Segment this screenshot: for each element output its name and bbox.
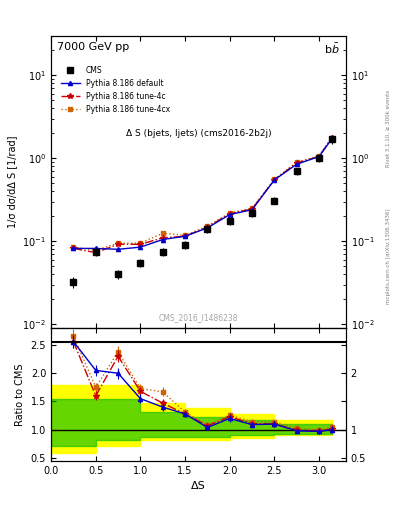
Legend: CMS, Pythia 8.186 default, Pythia 8.186 tune-4c, Pythia 8.186 tune-4cx: CMS, Pythia 8.186 default, Pythia 8.186 … xyxy=(58,63,173,117)
X-axis label: ΔS: ΔS xyxy=(191,481,206,491)
Text: b$\bar{b}$: b$\bar{b}$ xyxy=(324,41,340,56)
Y-axis label: 1/σ dσ/dΔ S [1/rad]: 1/σ dσ/dΔ S [1/rad] xyxy=(7,136,17,228)
Text: 7000 GeV pp: 7000 GeV pp xyxy=(57,41,129,52)
Y-axis label: Ratio to CMS: Ratio to CMS xyxy=(15,363,25,425)
Text: Δ S (bjets, ljets) (cms2016-2b2j): Δ S (bjets, ljets) (cms2016-2b2j) xyxy=(126,130,271,138)
Text: mcplots.cern.ch [arXiv:1306.3436]: mcplots.cern.ch [arXiv:1306.3436] xyxy=(386,208,391,304)
Text: CMS_2016_I1486238: CMS_2016_I1486238 xyxy=(159,313,238,322)
Text: Rivet 3.1.10, ≥ 300k events: Rivet 3.1.10, ≥ 300k events xyxy=(386,90,391,166)
